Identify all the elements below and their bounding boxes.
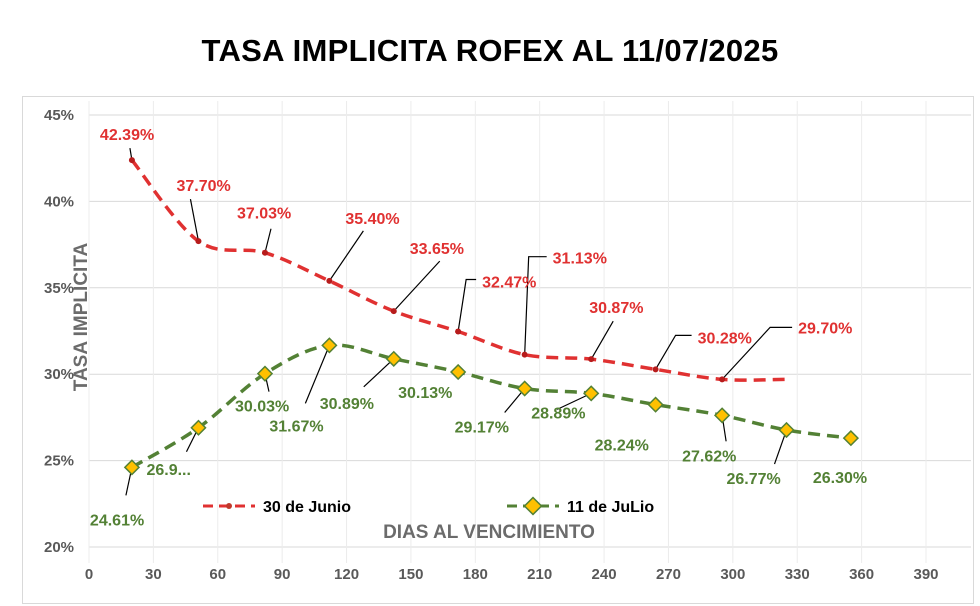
data-label-30-de-junio: 37.03% [237, 206, 291, 223]
line-chart: 20% 25% 30% 35% 40% 45% 0 30 60 90 120 150 180 210 24… [44, 101, 971, 583]
x-tick-label: 30 [145, 566, 162, 583]
data-label-30-de-junio: 31.13% [553, 251, 607, 268]
data-label-11-de-julio: 27.62% [682, 448, 736, 465]
data-point-30-de-junio [652, 366, 659, 373]
data-label-11-de-julio: 30.03% [235, 399, 289, 416]
data-point-11-de-julio [256, 365, 274, 382]
chart-frame: 20% 25% 30% 35% 40% 45% 0 30 60 90 120 150 180 210 24… [22, 96, 974, 604]
x-tick-label: 60 [209, 566, 226, 583]
leader-line [457, 278, 477, 332]
data-label-30-de-junio: 35.40% [345, 211, 399, 228]
x-tick-label: 90 [274, 566, 291, 583]
data-point-11-de-julio [713, 407, 731, 424]
leader-line [524, 256, 547, 355]
data-label-30-de-junio: 30.28% [698, 330, 752, 347]
data-point-11-de-julio [321, 337, 338, 354]
x-tick-labels: 0 30 60 90 120 150 180 210 240 270 300 330 360 390 [85, 566, 939, 583]
x-tick-label: 300 [720, 566, 745, 583]
y-axis-title: TASA IMPLICITA [71, 242, 92, 391]
data-point-11-de-julio [647, 396, 664, 413]
leader-line [328, 230, 364, 282]
leader-line [393, 260, 441, 312]
y-tick-label: 40% [44, 193, 74, 210]
data-point-30-de-junio [521, 351, 528, 358]
x-tick-label: 270 [656, 566, 681, 583]
legend-marker-30-de-junio [226, 503, 232, 509]
leader-line [264, 228, 272, 253]
x-tick-label: 0 [85, 566, 93, 583]
data-label-11-de-julio: 28.24% [595, 438, 649, 455]
data-point-30-de-junio [326, 277, 333, 284]
data-point-11-de-julio [190, 419, 207, 436]
legend-label-30-de-junio: 30 de Junio [263, 499, 351, 516]
y-tick-label: 20% [44, 539, 74, 556]
chart-title: TASA IMPLICITA ROFEX AL 11/07/2025 [201, 33, 779, 68]
legend: 30 de Junio 11 de JuLio [203, 496, 654, 516]
data-point-30-de-junio [261, 249, 268, 256]
data-point-30-de-junio [719, 376, 726, 383]
data-point-30-de-junio [455, 328, 462, 335]
x-tick-label: 330 [785, 566, 810, 583]
x-axis-title: DIAS AL VENCIMIENTO [383, 522, 595, 543]
x-tick-label: 360 [849, 566, 874, 583]
data-label-30-de-junio: 32.47% [482, 275, 536, 292]
x-tick-label: 390 [913, 566, 938, 583]
data-point-30-de-junio [128, 157, 135, 164]
legend-marker-11-de-julio [523, 496, 543, 516]
leader-line [721, 326, 793, 380]
leader-line [655, 334, 692, 370]
data-point-11-de-julio [450, 363, 467, 381]
data-label-30-de-junio: 42.39% [100, 127, 154, 144]
leader-line [189, 199, 200, 242]
data-point-11-de-julio [778, 421, 795, 439]
leader-line [590, 320, 614, 360]
x-tick-label: 180 [463, 566, 488, 583]
y-tick-label: 30% [44, 366, 74, 383]
data-points [123, 157, 860, 476]
data-labels: 42.39% 37.70% 37.03% 35.40% 33.65% 32.47% 31.1… [90, 127, 867, 529]
y-tick-label: 35% [44, 280, 74, 297]
label-leader-lines [125, 148, 793, 496]
gridlines [88, 101, 971, 563]
data-label-30-de-junio: 29.70% [798, 320, 852, 337]
data-label-11-de-julio: 31.67% [269, 418, 323, 435]
data-label-11-de-julio: 28.89% [531, 405, 585, 422]
data-label-11-de-julio: 26.9... [146, 462, 190, 479]
y-tick-label: 45% [44, 107, 74, 124]
data-point-30-de-junio [588, 356, 595, 363]
y-tick-labels: 20% 25% 30% 35% 40% 45% [44, 107, 74, 556]
leader-line [304, 345, 330, 404]
legend-label-11-de-julio: 11 de JuLio [567, 499, 654, 516]
x-tick-label: 120 [334, 566, 359, 583]
data-label-11-de-julio: 26.30% [813, 470, 867, 487]
data-label-11-de-julio: 29.17% [455, 420, 509, 437]
y-tick-label: 25% [44, 453, 74, 470]
data-label-30-de-junio: 37.70% [176, 178, 230, 195]
data-point-11-de-julio [385, 350, 402, 367]
x-tick-label: 210 [527, 566, 552, 583]
leader-line [556, 392, 592, 410]
data-point-11-de-julio [583, 385, 600, 402]
data-label-11-de-julio: 26.77% [727, 471, 781, 488]
leader-line [363, 358, 395, 388]
data-point-11-de-julio [842, 430, 860, 447]
data-label-11-de-julio: 30.13% [398, 385, 452, 402]
data-point-30-de-junio [195, 238, 202, 245]
data-point-11-de-julio [516, 380, 533, 397]
data-label-30-de-junio: 30.87% [589, 300, 643, 317]
x-tick-label: 240 [592, 566, 617, 583]
data-point-11-de-julio [123, 459, 141, 476]
data-label-11-de-julio: 24.61% [90, 512, 144, 529]
data-label-11-de-julio: 30.89% [320, 396, 374, 413]
data-label-30-de-junio: 33.65% [410, 241, 464, 258]
data-point-30-de-junio [390, 308, 397, 315]
x-tick-label: 150 [398, 566, 423, 583]
